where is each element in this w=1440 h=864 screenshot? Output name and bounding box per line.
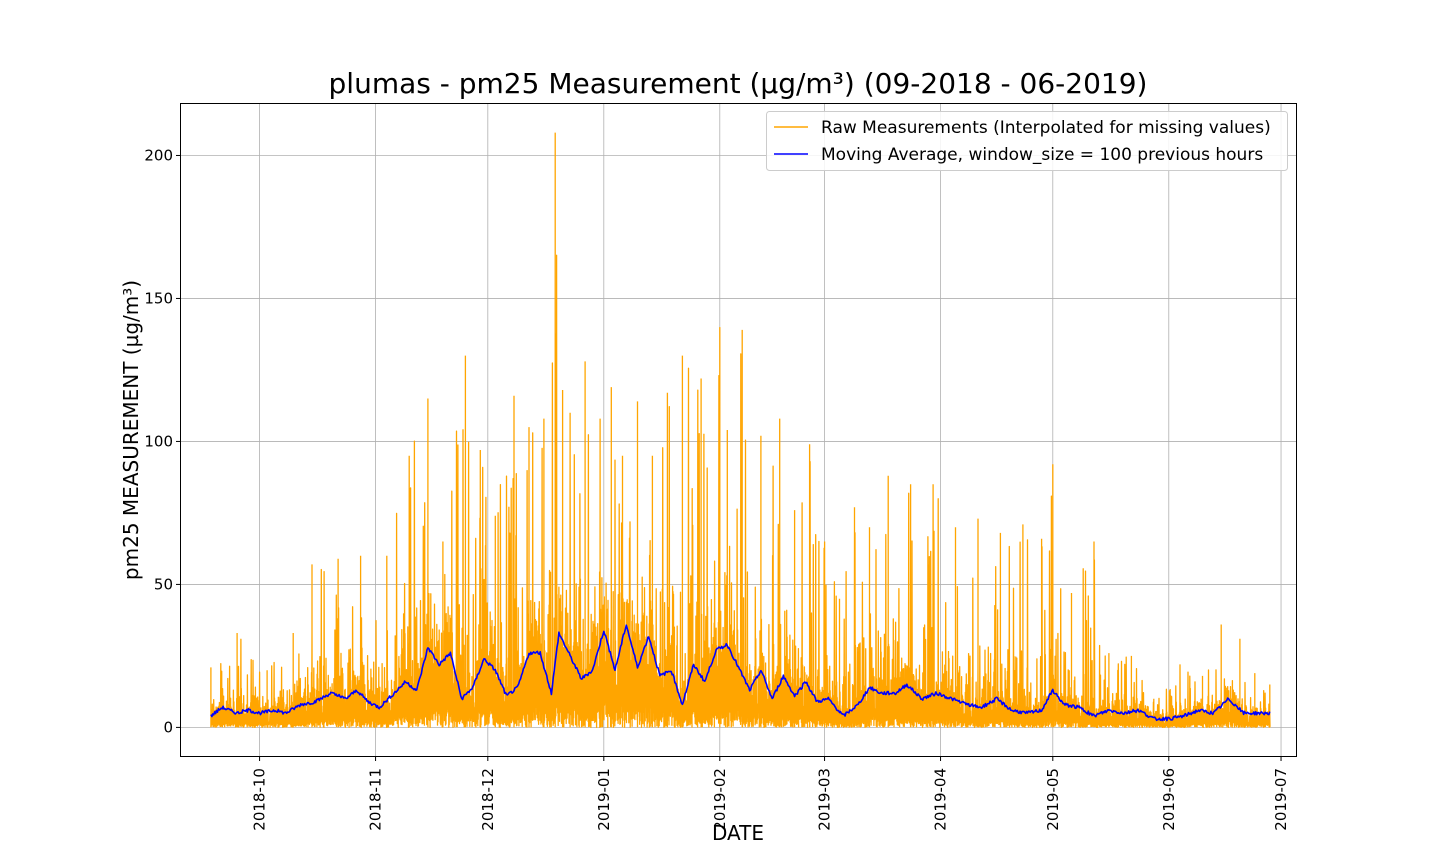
x-axis-label: DATE (712, 821, 764, 845)
x-tick-label: 2019-02 (711, 768, 729, 831)
legend: Raw Measurements (Interpolated for missi… (766, 111, 1288, 171)
moving-average-series (210, 624, 1271, 722)
x-tick-label: 2018-11 (367, 768, 385, 831)
chart-title: plumas - pm25 Measurement (µg/m³) (09-20… (329, 67, 1148, 100)
y-tick-label: 100 (144, 432, 173, 450)
legend-label-raw: Raw Measurements (Interpolated for missi… (821, 118, 1271, 138)
legend-label-moving-average: Moving Average, window_size = 100 previo… (821, 145, 1263, 165)
y-tick-label: 0 (163, 718, 173, 736)
y-tick-label: 150 (144, 289, 173, 307)
x-tick-label: 2019-01 (595, 768, 613, 831)
legend-box (766, 111, 1288, 171)
x-tick-label: 2018-10 (251, 768, 269, 831)
raw-series (210, 132, 1271, 729)
x-tick-label: 2019-06 (1160, 768, 1178, 831)
x-tick-label: 2019-03 (816, 768, 834, 831)
raw-measurements-line (210, 132, 1271, 729)
x-tick-label: 2019-04 (932, 768, 950, 831)
y-tick-label: 200 (144, 146, 173, 164)
x-tick-label: 2019-05 (1044, 768, 1062, 831)
x-axis-ticks: 2018-10 2018-11 2018-12 2019-01 2019-02 2019-… (251, 756, 1290, 831)
y-axis-ticks: 0 50 100 150 200 (144, 146, 181, 736)
x-tick-label: 2019-07 (1272, 768, 1290, 831)
y-tick-label: 50 (154, 575, 173, 593)
moving-average-line (210, 624, 1271, 722)
y-axis-label: pm25 MEASUREMENT (µg/m³) (119, 280, 143, 580)
x-tick-label: 2018-12 (479, 768, 497, 831)
plot-frame (180, 103, 1297, 757)
